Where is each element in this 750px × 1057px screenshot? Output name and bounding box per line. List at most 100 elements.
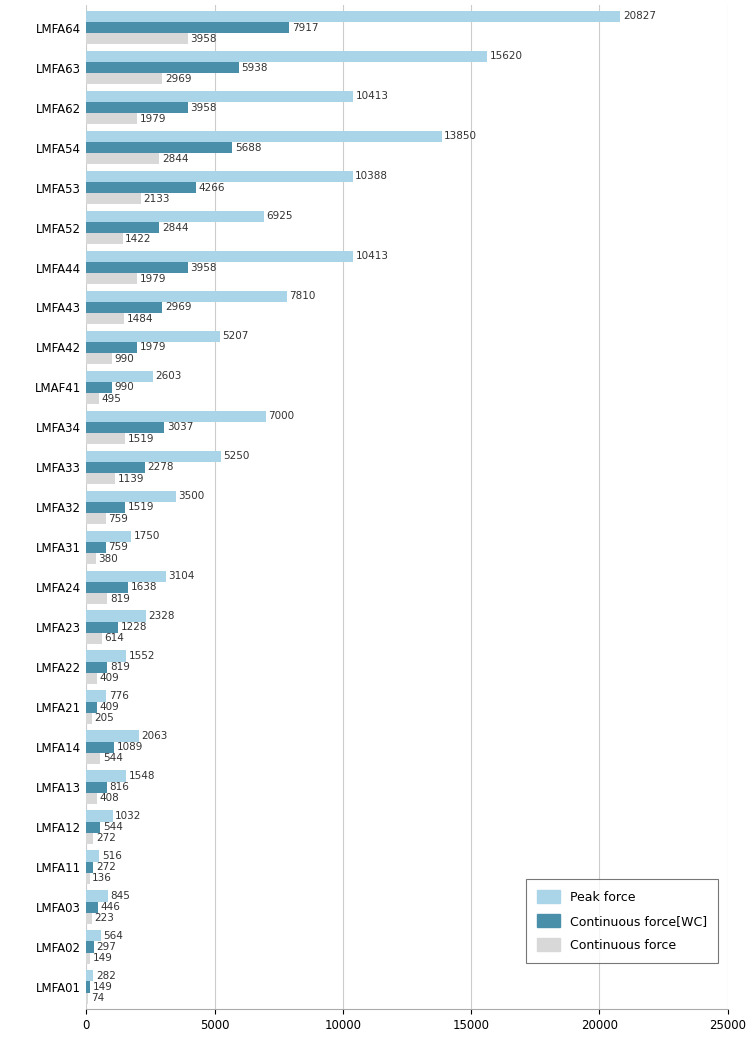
Bar [86,11,620,22]
Text: 1089: 1089 [117,742,143,753]
Text: 1484: 1484 [127,314,154,323]
Text: 272: 272 [96,863,116,872]
Text: 149: 149 [93,953,112,963]
Text: 4266: 4266 [198,183,225,192]
Text: 7000: 7000 [268,411,295,422]
Text: 3037: 3037 [166,423,193,432]
Text: 1638: 1638 [130,582,158,592]
Text: 1979: 1979 [140,274,166,283]
Text: 1519: 1519 [128,502,154,513]
Text: 7810: 7810 [290,292,316,301]
Bar [86,234,123,244]
Text: 1422: 1422 [125,234,152,244]
Text: 15620: 15620 [490,52,523,61]
Bar [86,542,106,553]
Text: 1519: 1519 [128,433,154,444]
Text: 282: 282 [96,971,116,981]
Text: 2603: 2603 [155,371,182,382]
Bar [86,821,100,833]
Text: 3958: 3958 [190,34,217,43]
Bar [86,462,145,472]
Text: 759: 759 [108,514,128,523]
Bar [86,650,126,662]
Text: 776: 776 [109,691,128,701]
Text: 205: 205 [94,713,114,723]
Bar [86,622,118,633]
Bar [86,553,96,564]
Bar [86,62,238,73]
Bar [86,850,100,861]
Bar [86,781,107,793]
Bar [86,382,112,393]
Bar [86,490,176,502]
Bar [86,103,188,113]
Bar [86,502,125,513]
Text: 614: 614 [104,633,125,644]
Text: 1552: 1552 [128,651,155,661]
Bar [86,222,159,234]
Text: 20827: 20827 [623,12,656,21]
Bar [86,131,442,142]
Bar [86,371,153,382]
Text: 6925: 6925 [266,211,293,221]
Text: 3958: 3958 [190,103,217,113]
Bar [86,912,92,924]
Bar [86,833,93,843]
Text: 2133: 2133 [143,193,170,204]
Bar [86,393,99,404]
Bar [86,673,97,684]
Text: 1979: 1979 [140,342,166,352]
Bar [86,313,124,324]
Bar [86,611,146,622]
Text: 10388: 10388 [356,171,388,182]
Text: 149: 149 [93,982,112,993]
Text: 380: 380 [98,554,118,563]
Bar [86,742,114,753]
Text: 819: 819 [110,593,130,604]
Text: 446: 446 [100,902,120,912]
Bar [86,251,353,262]
Bar [86,210,264,222]
Bar [86,771,126,781]
Text: 3104: 3104 [169,571,195,581]
Text: 2278: 2278 [147,462,174,472]
Bar [86,712,92,724]
Bar [86,861,93,873]
Text: 2969: 2969 [165,74,191,84]
Text: 223: 223 [94,913,115,924]
Bar [86,472,116,484]
Text: 990: 990 [114,383,134,392]
Bar [86,730,140,742]
Text: 1548: 1548 [128,771,155,781]
Bar [86,952,90,964]
Bar [86,873,90,884]
Bar [86,942,94,952]
Text: 1032: 1032 [116,811,142,821]
Text: 816: 816 [110,782,130,792]
Bar [86,113,137,125]
Bar [86,702,97,712]
Bar [86,753,100,764]
Bar [86,571,166,581]
Bar [86,970,94,982]
Bar [86,633,102,644]
Bar [86,793,97,804]
Bar [86,171,352,182]
Text: 409: 409 [99,702,119,712]
Bar [86,593,107,605]
Bar [86,982,90,993]
Text: 409: 409 [99,673,119,684]
Text: 5250: 5250 [224,451,250,461]
Text: 5207: 5207 [222,331,249,341]
Text: 2063: 2063 [142,731,168,741]
Bar [86,153,159,165]
Bar [86,690,106,702]
Text: 759: 759 [108,542,128,553]
Bar [86,33,188,44]
Bar [86,930,100,942]
Bar [86,291,286,302]
Text: 2328: 2328 [148,611,175,622]
Text: 74: 74 [91,994,104,1003]
Text: 3500: 3500 [178,492,205,501]
Bar [86,890,108,902]
